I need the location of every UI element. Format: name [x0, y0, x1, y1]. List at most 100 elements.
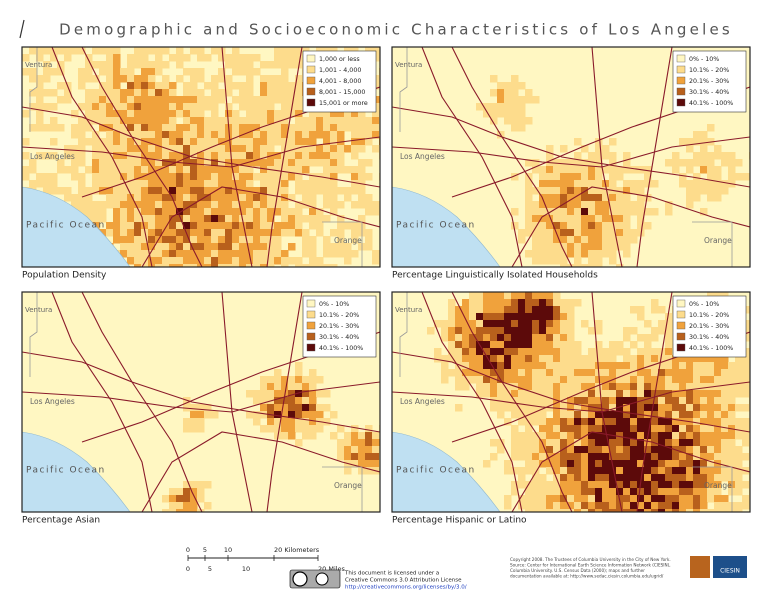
- tract: [225, 103, 233, 111]
- tract: [78, 180, 86, 188]
- road: [421, 292, 523, 512]
- tract: [581, 446, 589, 454]
- tract: [511, 117, 519, 125]
- tract: [204, 187, 212, 195]
- tract: [225, 82, 233, 90]
- tract: [260, 61, 268, 69]
- tract: [155, 257, 163, 265]
- tract: [99, 96, 107, 104]
- tract: [588, 201, 596, 209]
- tract: [525, 488, 533, 496]
- tract: [267, 208, 275, 216]
- tract: [22, 54, 30, 62]
- tract: [106, 110, 114, 118]
- tract: [686, 453, 694, 461]
- tract: [644, 397, 652, 405]
- tract: [483, 292, 491, 300]
- tract: [441, 355, 449, 363]
- tract: [693, 390, 701, 398]
- tract: [64, 54, 72, 62]
- tract: [518, 481, 526, 489]
- tract: [483, 390, 491, 398]
- tract: [609, 439, 617, 447]
- tract: [302, 138, 310, 146]
- tract: [490, 348, 498, 356]
- tract: [665, 355, 673, 363]
- tract: [539, 460, 547, 468]
- tract: [525, 341, 533, 349]
- tract: [323, 131, 331, 139]
- tract: [700, 418, 708, 426]
- tract: [497, 362, 505, 370]
- tract: [602, 376, 610, 384]
- tract: [567, 215, 575, 223]
- county-line: [29, 292, 38, 377]
- tract: [448, 334, 456, 342]
- tract: [441, 369, 449, 377]
- tract: [532, 229, 540, 237]
- tract: [707, 425, 715, 433]
- legend-label: 30.1% - 40%: [689, 334, 729, 341]
- tract: [337, 222, 345, 230]
- tract: [609, 173, 617, 181]
- tract: [560, 145, 568, 153]
- tract: [155, 243, 163, 251]
- tract: [525, 369, 533, 377]
- tract: [504, 369, 512, 377]
- tract: [71, 110, 79, 118]
- tract: [539, 383, 547, 391]
- tract: [623, 250, 631, 258]
- tract: [595, 474, 603, 482]
- tract: [358, 446, 366, 454]
- tract: [658, 404, 666, 412]
- tract: [141, 194, 149, 202]
- tract: [330, 194, 338, 202]
- tract: [546, 327, 554, 335]
- tract: [602, 446, 610, 454]
- tract: [665, 362, 673, 370]
- tract: [274, 54, 282, 62]
- tract: [630, 446, 638, 454]
- tract: [651, 481, 659, 489]
- tract: [672, 411, 680, 419]
- tract: [637, 187, 645, 195]
- tract: [148, 222, 156, 230]
- tract: [602, 467, 610, 475]
- tract: [665, 327, 673, 335]
- tract: [288, 82, 296, 90]
- tract: [581, 474, 589, 482]
- tract: [497, 320, 505, 328]
- tract: [316, 376, 324, 384]
- tract: [22, 152, 30, 160]
- tract: [679, 432, 687, 440]
- tract: [148, 187, 156, 195]
- tract: [532, 306, 540, 314]
- tract: [693, 180, 701, 188]
- tract: [295, 390, 303, 398]
- tract: [85, 166, 93, 174]
- tract: [358, 166, 366, 174]
- tract: [134, 222, 142, 230]
- tract: [85, 194, 93, 202]
- tract: [469, 362, 477, 370]
- tract: [714, 425, 722, 433]
- tract: [490, 334, 498, 342]
- tract: [141, 236, 149, 244]
- tract: [609, 166, 617, 174]
- tract: [532, 355, 540, 363]
- tract: [672, 390, 680, 398]
- license-text[interactable]: http://creativecommons.org/licenses/by/3…: [345, 585, 467, 591]
- tract: [595, 362, 603, 370]
- tract: [176, 488, 184, 496]
- tract: [155, 264, 163, 267]
- tract: [155, 194, 163, 202]
- tract: [204, 236, 212, 244]
- tract: [260, 159, 268, 167]
- tract: [497, 404, 505, 412]
- tract: [71, 145, 79, 153]
- tract: [546, 432, 554, 440]
- tract: [316, 257, 324, 265]
- tract: [225, 89, 233, 97]
- tract: [462, 362, 470, 370]
